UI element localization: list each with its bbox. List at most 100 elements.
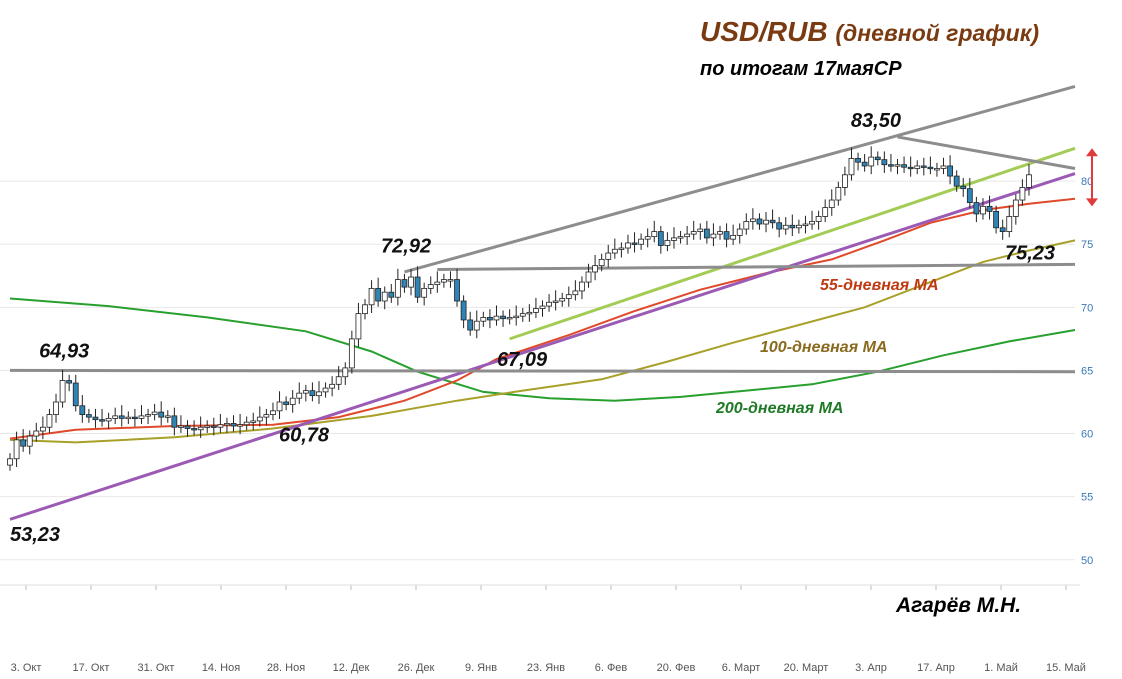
price-annotation: 72,92 — [381, 235, 431, 257]
candle-body — [401, 279, 408, 288]
price-annotation: 75,23 — [1005, 242, 1055, 264]
x-tick-label: 23. Янв — [527, 662, 565, 674]
candle-body — [309, 390, 316, 397]
candle-body — [638, 238, 645, 245]
candle-body — [197, 426, 204, 431]
candle-body — [966, 188, 973, 203]
candle-body — [763, 219, 769, 225]
candle-body — [710, 233, 717, 239]
x-tick-label: 17. Окт — [73, 662, 110, 674]
candle-body — [329, 383, 336, 389]
trendline-gray-mid — [437, 262, 1076, 271]
y-tick-label: 70 — [1081, 302, 1093, 314]
candle-body — [125, 416, 132, 420]
candle-body — [618, 247, 625, 250]
candle-body — [736, 228, 743, 236]
x-tick-label: 28. Ноя — [267, 662, 305, 674]
candle-body — [664, 240, 671, 246]
candle-body — [59, 380, 66, 403]
candle-body — [993, 210, 1000, 229]
candle-body — [20, 439, 27, 447]
price-annotation: 67,09 — [497, 349, 548, 371]
candle-body — [447, 279, 454, 282]
candle-body — [421, 287, 428, 298]
candle-body — [888, 164, 894, 167]
candle-body — [565, 294, 572, 299]
candle-body — [605, 252, 612, 260]
y-tick-label: 80 — [1081, 176, 1093, 188]
candle-body — [296, 392, 303, 399]
candle-body — [927, 166, 934, 170]
candle-body — [473, 320, 480, 331]
trendline-green — [509, 146, 1076, 341]
x-tick-label: 20. Фев — [657, 662, 696, 674]
candle-body — [270, 410, 276, 416]
chart-title-sub: (дневной график) — [835, 20, 1040, 46]
y-tick-label: 55 — [1081, 492, 1093, 504]
candle-body — [335, 376, 342, 385]
candle-body — [690, 231, 697, 235]
ma100-label: 100-дневная МА — [760, 339, 887, 356]
candle-body — [585, 271, 592, 283]
candle-body — [204, 425, 211, 428]
ma55-line — [9, 197, 1076, 440]
candle-body — [920, 165, 927, 168]
candle-body — [907, 166, 914, 170]
ma100-line — [9, 239, 1076, 444]
candle-body — [355, 313, 362, 340]
x-tick-label: 6. Март — [722, 662, 761, 674]
candle-body — [572, 290, 579, 296]
chart-subtitle: по итогам 17маяСР — [700, 58, 902, 80]
candle-body — [789, 224, 796, 229]
candle-body — [743, 221, 750, 230]
price-annotation: 64,93 — [39, 340, 89, 362]
candle-body — [26, 435, 33, 447]
candle-body — [842, 174, 848, 188]
candle-body — [828, 199, 835, 209]
candle-body — [460, 300, 467, 321]
candle-body — [861, 161, 868, 167]
chart-title: USD/RUB (дневной график) — [700, 16, 1039, 48]
candle-body — [802, 223, 809, 226]
candle-body — [230, 423, 237, 427]
candle-body — [46, 414, 53, 428]
candle-body — [302, 390, 309, 394]
y-tick-label: 50 — [1081, 555, 1093, 567]
candle-body — [723, 231, 730, 240]
x-tick-label: 12. Дек — [333, 662, 370, 674]
candle-body — [953, 175, 960, 187]
candle-body — [625, 242, 631, 249]
price-annotation: 60,78 — [279, 425, 330, 447]
candle-body — [250, 420, 257, 423]
candle-body — [342, 367, 349, 378]
y-tick-label: 75 — [1081, 239, 1093, 251]
candle-body — [224, 423, 230, 426]
candle-body — [960, 185, 967, 190]
candle-body — [7, 458, 13, 466]
candle-body — [539, 305, 546, 309]
candle-body — [237, 424, 243, 427]
candle-body — [513, 315, 520, 319]
candle-body — [440, 279, 447, 283]
candle-body — [493, 315, 500, 321]
candle-body — [934, 168, 940, 171]
candle-body — [138, 415, 145, 419]
candle-body — [362, 304, 368, 315]
candle-body — [795, 224, 802, 229]
candle-body — [480, 317, 487, 322]
candle-body — [874, 156, 881, 161]
candle-body — [263, 414, 270, 418]
candle-body — [316, 391, 322, 397]
candle-body — [151, 411, 158, 416]
candle-body — [868, 156, 875, 167]
candle-body — [769, 219, 776, 224]
trendline-gray-upper — [404, 85, 1076, 274]
candle-body — [671, 237, 677, 241]
candle-body — [171, 415, 178, 428]
chart-title-main: USD/RUB — [700, 16, 828, 47]
candle-body — [118, 415, 125, 419]
candle-body — [92, 416, 99, 421]
x-tick-label: 26. Дек — [398, 662, 435, 674]
trendline-gray-low — [9, 368, 1076, 374]
y-tick-label: 60 — [1081, 429, 1093, 441]
